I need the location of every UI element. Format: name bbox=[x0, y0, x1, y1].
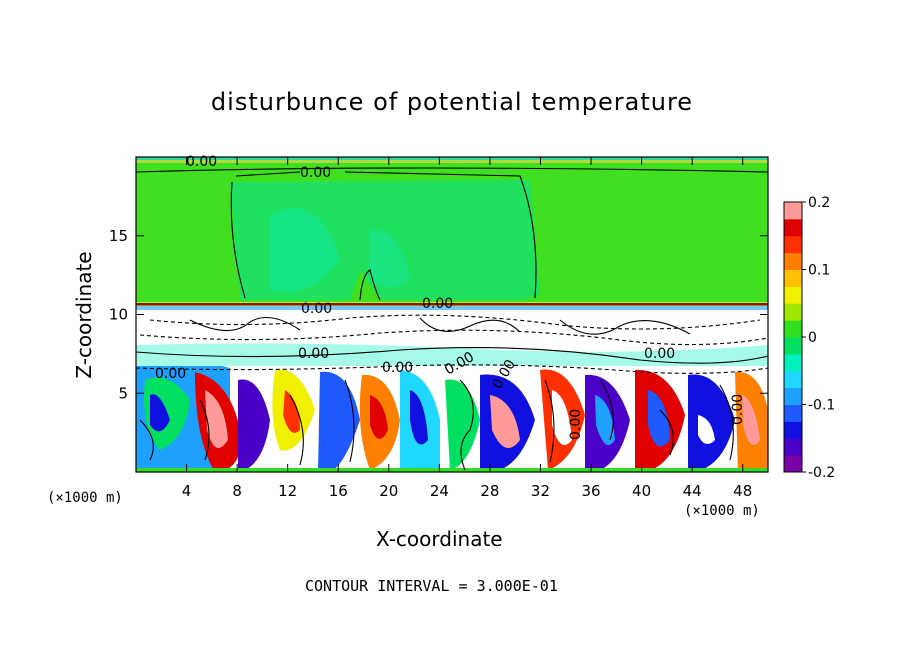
colorbar-tick-label: -0.2 bbox=[808, 465, 835, 481]
contour-label: 0.00 bbox=[301, 301, 332, 317]
y-axis-title: Z-coordinate bbox=[72, 251, 96, 379]
colorbar-swatch bbox=[784, 320, 802, 338]
colorbar-swatch bbox=[784, 337, 802, 355]
x-tick-label: 36 bbox=[581, 482, 600, 500]
colorbar-tick-label: 0 bbox=[808, 330, 817, 346]
contour-label: 0.00 bbox=[568, 409, 584, 440]
contour-label: 0.00 bbox=[300, 165, 331, 181]
y-tick-label: 10 bbox=[109, 306, 128, 324]
x-tick-label: 40 bbox=[632, 482, 651, 500]
x-tick-label: 4 bbox=[182, 482, 192, 500]
x-unit-label: (×1000 m) bbox=[47, 490, 123, 506]
x-unit-label: (×1000 m) bbox=[684, 503, 760, 519]
colorbar-swatch bbox=[784, 303, 802, 321]
colorbar-swatch bbox=[784, 421, 802, 439]
contour-label: 0.00 bbox=[644, 346, 675, 362]
colorbar-tick-label: 0.1 bbox=[808, 263, 830, 279]
x-tick-label: 20 bbox=[379, 482, 398, 500]
contour-label: 0.00 bbox=[422, 296, 453, 312]
x-axis: 4 8 12 16 20 24 28 32 36 40 44 48 bbox=[182, 157, 752, 500]
x-tick-label: 32 bbox=[531, 482, 550, 500]
chart-title: disturbunce of potential temperature bbox=[210, 88, 694, 116]
colorbar-swatch bbox=[784, 404, 802, 422]
colorbar-tick-label: -0.1 bbox=[808, 398, 835, 414]
colorbar-swatch bbox=[784, 218, 802, 237]
contour-interval-note: CONTOUR INTERVAL = 3.000E-01 bbox=[305, 577, 558, 595]
x-tick-label: 48 bbox=[733, 482, 752, 500]
colorbar-swatch bbox=[784, 252, 802, 270]
colorbar-swatch bbox=[784, 286, 802, 304]
x-tick-label: 28 bbox=[480, 482, 499, 500]
colorbar-swatch bbox=[784, 370, 802, 389]
colorbar-swatch bbox=[784, 235, 802, 254]
colorbar: 0.2 0.1 0 -0.1 -0.2 bbox=[783, 195, 835, 481]
contour-labels: 0.00 0.00 0.00 0.00 0.00 0.00 0.00 0.00 … bbox=[155, 154, 746, 440]
x-tick-label: 24 bbox=[430, 482, 449, 500]
x-tick-label: 16 bbox=[329, 482, 348, 500]
contour-label: 0.00 bbox=[382, 360, 413, 376]
y-tick-label: 5 bbox=[118, 384, 128, 402]
colorbar-swatch bbox=[784, 387, 802, 405]
y-axis: 5 10 15 bbox=[109, 227, 768, 402]
colorbar-tick-label: 0.2 bbox=[808, 195, 830, 211]
x-tick-label: 44 bbox=[683, 482, 702, 500]
colorbar-swatch bbox=[784, 202, 802, 220]
x-tick-label: 12 bbox=[278, 482, 297, 500]
colorbar-swatch bbox=[784, 438, 802, 456]
colorbar-swatch bbox=[784, 353, 802, 372]
colorbar-swatch bbox=[784, 455, 802, 473]
y-tick-label: 15 bbox=[109, 227, 128, 245]
contour-label: 0.00 bbox=[155, 366, 186, 382]
colorbar-swatch bbox=[784, 269, 802, 287]
contour-label: 0.00 bbox=[186, 154, 217, 170]
contour-label: 0.00 bbox=[298, 346, 329, 362]
x-axis-title: X-coordinate bbox=[376, 527, 503, 551]
x-tick-label: 8 bbox=[232, 482, 242, 500]
contour-label: 0.00 bbox=[730, 394, 746, 425]
field-shading bbox=[136, 157, 768, 472]
